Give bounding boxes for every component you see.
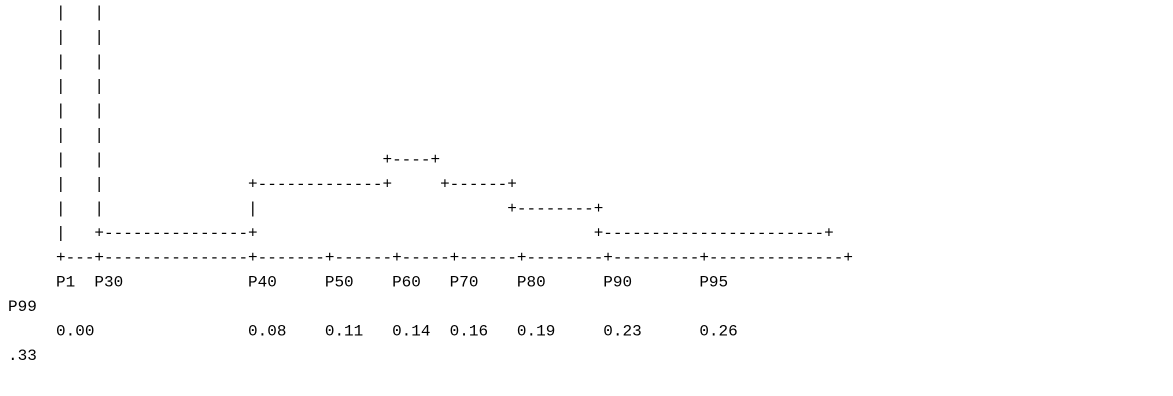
- ascii-line-1: | |: [8, 29, 104, 47]
- ascii-line-6: | | +----+: [8, 151, 440, 169]
- ascii-line-3: | |: [8, 78, 104, 96]
- ascii-line-9: | +---------------+ +-------------------…: [8, 225, 834, 243]
- ascii-line-5: | |: [8, 127, 104, 145]
- ascii-line-0: | |: [8, 4, 104, 22]
- ascii-line-10: +---+---------------+-------+------+----…: [8, 249, 853, 267]
- ascii-line-12: P99: [8, 298, 37, 316]
- ascii-line-2: | |: [8, 53, 104, 71]
- ascii-line-13: 0.00 0.08 0.11 0.14 0.16 0.19 0.23 0.26: [8, 323, 738, 341]
- ascii-line-11: P1 P30 P40 P50 P60 P70 P80 P90 P95: [8, 274, 728, 292]
- ascii-line-14: .33: [8, 347, 37, 365]
- ascii-line-7: | | +-------------+ +------+: [8, 176, 517, 194]
- ascii-line-4: | |: [8, 102, 104, 120]
- ascii-line-8: | | | +--------+: [8, 200, 603, 218]
